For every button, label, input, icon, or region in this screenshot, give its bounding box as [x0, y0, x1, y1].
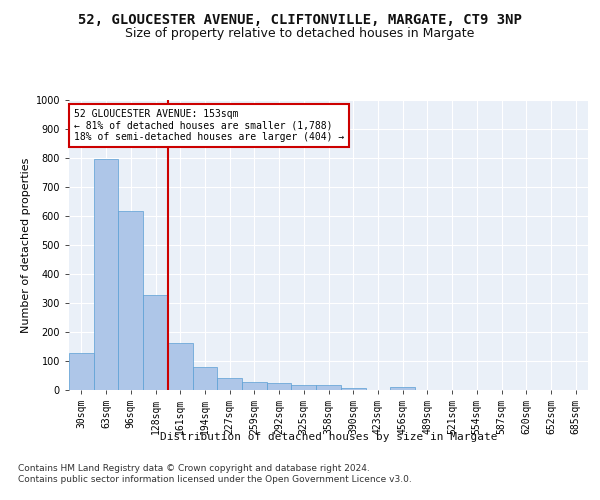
Text: Distribution of detached houses by size in Margate: Distribution of detached houses by size …	[160, 432, 497, 442]
Bar	[193, 367, 217, 390]
Bar	[217, 378, 242, 390]
Bar	[242, 382, 267, 390]
Bar	[267, 383, 292, 390]
Bar	[390, 387, 415, 390]
Bar	[316, 385, 341, 390]
Text: Contains public sector information licensed under the Open Government Licence v3: Contains public sector information licen…	[18, 475, 412, 484]
Bar	[69, 354, 94, 390]
Text: 52 GLOUCESTER AVENUE: 153sqm
← 81% of detached houses are smaller (1,788)
18% of: 52 GLOUCESTER AVENUE: 153sqm ← 81% of de…	[74, 108, 344, 142]
Text: Size of property relative to detached houses in Margate: Size of property relative to detached ho…	[125, 26, 475, 40]
Bar	[168, 343, 193, 390]
Bar	[143, 294, 168, 390]
Text: Contains HM Land Registry data © Crown copyright and database right 2024.: Contains HM Land Registry data © Crown c…	[18, 464, 370, 473]
Bar	[94, 160, 118, 390]
Bar	[292, 385, 316, 390]
Bar	[341, 388, 365, 390]
Text: 52, GLOUCESTER AVENUE, CLIFTONVILLE, MARGATE, CT9 3NP: 52, GLOUCESTER AVENUE, CLIFTONVILLE, MAR…	[78, 12, 522, 26]
Bar	[118, 211, 143, 390]
Y-axis label: Number of detached properties: Number of detached properties	[22, 158, 31, 332]
